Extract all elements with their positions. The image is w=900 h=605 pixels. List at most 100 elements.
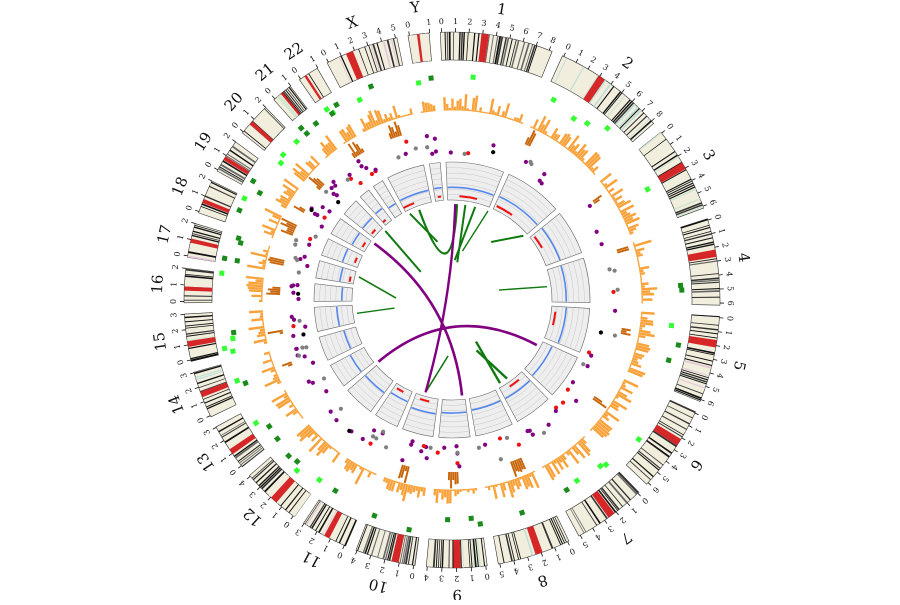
scatter-point — [307, 243, 311, 247]
cytoband — [184, 300, 212, 301]
tick-mark — [616, 512, 618, 515]
snv-track — [219, 75, 684, 533]
scatter-point — [425, 134, 429, 138]
snv-marker — [371, 513, 377, 519]
tick-label: 1 — [717, 227, 727, 234]
tick-mark — [682, 438, 685, 440]
tick-label: 0 — [184, 204, 194, 212]
tick-label: 6 — [522, 26, 529, 36]
tick-label: 2 — [259, 500, 269, 510]
tick-mark — [678, 154, 681, 156]
snv-marker — [253, 420, 260, 427]
tick-mark — [611, 81, 613, 84]
scatter-point — [339, 407, 343, 411]
histogram-baseline — [600, 181, 630, 235]
scatter-point — [419, 449, 423, 453]
tick-label: 0 — [290, 65, 299, 75]
tick-label: 0 — [568, 546, 576, 556]
scatter-point — [315, 213, 319, 217]
scatter-point — [346, 178, 350, 182]
scatter-point — [324, 389, 328, 393]
histogram-bar — [246, 276, 263, 280]
tick-label: 3 — [527, 562, 534, 572]
chromosome-label-chr13: 13 — [193, 449, 219, 475]
chromosome-label-chr16: 16 — [148, 274, 167, 294]
scatter-point — [320, 224, 324, 228]
tick-mark — [698, 191, 702, 193]
histogram-bar — [568, 449, 580, 464]
scatter-point — [571, 380, 575, 384]
chromosome-label-chr19: 19 — [190, 129, 215, 155]
chromosome-label-chrX: X — [344, 12, 360, 33]
tick-label: 0 — [725, 316, 734, 322]
scatter-point — [347, 429, 351, 433]
tick-label: 4 — [715, 372, 725, 379]
chromosome-label-chr7: 7 — [617, 528, 635, 548]
histogram-bar — [454, 472, 456, 484]
tick-label: 2 — [722, 344, 732, 351]
tick-label: 4 — [423, 573, 429, 582]
snv-marker — [256, 190, 263, 197]
tick-label: 1 — [190, 188, 200, 196]
tick-label: 0 — [319, 48, 328, 58]
tick-label: 3 — [179, 372, 189, 379]
tick-mark — [703, 205, 707, 206]
tick-mark — [370, 555, 371, 559]
scatter-point — [528, 160, 532, 164]
histogram-bar — [266, 293, 280, 295]
snv-marker — [312, 120, 319, 127]
scatter-point — [611, 290, 615, 294]
snv-marker — [333, 101, 340, 108]
snv-marker — [675, 342, 681, 348]
tick-mark — [398, 563, 399, 567]
snv-marker — [316, 476, 323, 483]
tick-label: 2 — [541, 558, 549, 568]
tick-mark — [648, 483, 651, 486]
scatter-point — [542, 172, 546, 176]
tick-label: 3 — [723, 256, 733, 262]
histogram-bar — [642, 290, 651, 293]
tick-mark — [356, 551, 357, 555]
tick-label: 0 — [230, 120, 240, 130]
tick-label: 5 — [509, 23, 516, 33]
link-green — [385, 231, 420, 272]
scatter-point — [297, 270, 301, 274]
cnv-panel-chr15 — [314, 305, 354, 331]
tick-label: 7 — [645, 99, 655, 109]
tick-label: 0 — [282, 519, 291, 529]
snv-marker — [406, 527, 412, 533]
link-green — [359, 277, 396, 298]
tick-label: 4 — [375, 26, 382, 36]
histogram-bar — [446, 104, 448, 110]
scatter-point — [293, 243, 297, 247]
scatter-point — [359, 164, 363, 168]
tick-label: 1 — [629, 506, 639, 516]
scatter-point — [483, 443, 487, 447]
scatter-point — [457, 464, 461, 468]
scatter-point — [297, 354, 301, 358]
histogram-bar — [461, 106, 464, 110]
chromosome-label-chr15: 15 — [150, 331, 171, 352]
histogram-bar — [269, 218, 279, 224]
tick-mark — [642, 108, 645, 111]
link-green — [477, 350, 508, 378]
histogram-bar — [441, 490, 444, 500]
tick-mark — [184, 255, 188, 256]
tick-mark — [208, 179, 212, 181]
scatter-point — [331, 180, 335, 184]
tick-label: 4 — [513, 566, 520, 576]
tick-label: 2 — [347, 35, 355, 45]
chromosome-label-chr18: 18 — [168, 174, 192, 199]
scatter-point — [547, 423, 551, 427]
snv-marker — [570, 115, 577, 122]
link-green — [455, 207, 475, 260]
histogram-bar — [504, 103, 510, 118]
tick-mark — [288, 83, 290, 86]
tick-mark — [657, 472, 660, 475]
snv-marker — [602, 461, 609, 468]
link-purple — [378, 326, 536, 362]
histogram-bar — [459, 99, 462, 110]
histogram-bar — [262, 224, 276, 231]
